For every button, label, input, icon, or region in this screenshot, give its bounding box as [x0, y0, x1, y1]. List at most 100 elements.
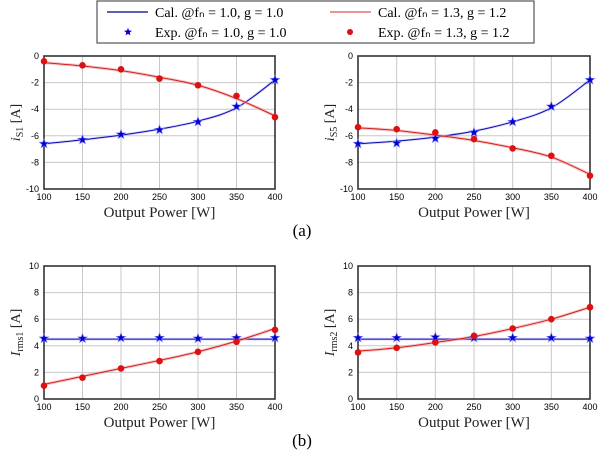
x-tick-label: 250 — [152, 402, 167, 412]
x-tick-label: 200 — [113, 402, 128, 412]
y-tick-label: -8 — [31, 157, 39, 167]
data-point-star — [269, 331, 281, 343]
chart-is5: 100 150 200 250 300 350 400 -10 -8 -6 -4 -2 0 Output … — [323, 51, 598, 221]
y-tick-label: 8 — [34, 288, 39, 298]
x-tick-label: 200 — [428, 402, 443, 412]
y-tick-label: -2 — [345, 78, 353, 88]
data-point-star — [391, 331, 403, 343]
chart-irms2: 100 150 200 250 300 350 400 0 2 4 6 8 10 Output Power… — [323, 261, 598, 431]
data-point-star — [115, 128, 127, 140]
data-point-star — [545, 100, 557, 112]
data-point-star — [468, 126, 480, 138]
star-marker-glyph — [124, 27, 132, 36]
data-point-star — [584, 74, 596, 85]
data-point-star — [584, 332, 596, 344]
x-axis-label: Output Power [W] — [104, 205, 216, 221]
data-point-dot — [117, 66, 125, 73]
data-point-star — [153, 331, 166, 343]
data-point-dot — [233, 92, 240, 100]
legend-label-exp-1: Exp. @fₙ = 1.0, g = 1.0 — [155, 26, 286, 41]
data-point-dot — [470, 332, 478, 340]
data-point-star — [76, 332, 89, 344]
data-point-star — [192, 332, 204, 344]
plot-area-frame — [357, 55, 591, 190]
data-point-star — [507, 115, 519, 127]
x-tick-label: 100 — [36, 192, 51, 202]
data-point-dot — [393, 125, 400, 133]
x-tick-label: 300 — [505, 192, 520, 202]
data-point-dot — [194, 81, 202, 89]
data-point-star — [38, 137, 50, 149]
data-point-dot — [548, 152, 555, 160]
x-tick-label: 250 — [466, 402, 481, 412]
y-tick-label: -10 — [26, 184, 39, 194]
data-point-dot — [354, 123, 362, 131]
y-tick-label: -2 — [31, 78, 39, 88]
data-point-dot — [509, 145, 516, 152]
plot-area-frame — [43, 55, 276, 190]
y-tick-label: -4 — [345, 104, 353, 114]
x-tick-label: 400 — [267, 402, 282, 412]
data-point-dot — [79, 374, 86, 382]
legend-box — [96, 0, 535, 44]
data-point-star — [352, 331, 364, 343]
data-point-dot — [271, 113, 279, 121]
x-tick-label: 100 — [350, 192, 365, 202]
data-point-dot — [470, 135, 478, 143]
data-point-dot — [40, 58, 48, 65]
y-tick-label: 8 — [348, 288, 353, 298]
y-tick-label: -10 — [340, 184, 353, 194]
data-point-dot — [117, 365, 125, 372]
data-point-star — [153, 123, 166, 135]
data-point-dot — [548, 315, 555, 323]
y-tick-label: 10 — [29, 261, 39, 271]
data-point-star — [429, 132, 441, 144]
x-tick-label: 400 — [267, 192, 282, 202]
x-tick-label: 350 — [544, 192, 559, 202]
y-tick-label: -4 — [31, 104, 39, 114]
x-tick-label: 150 — [389, 192, 404, 202]
data-point-star — [192, 115, 204, 127]
x-tick-label: 300 — [505, 402, 520, 412]
y-tick-label: -6 — [345, 131, 353, 141]
legend: Cal. @fₙ = 1.0, g = 1.0 Cal. @fₙ = 1.3, … — [96, 0, 535, 44]
x-tick-label: 400 — [582, 192, 597, 202]
x-tick-label: 300 — [190, 402, 205, 412]
data-point-dot — [509, 325, 516, 332]
data-point-dot — [586, 172, 594, 179]
x-tick-label: 200 — [428, 192, 443, 202]
data-point-dot — [156, 357, 163, 365]
data-point-dot — [79, 62, 86, 69]
x-tick-label: 350 — [229, 402, 244, 412]
legend-label-exp-2: Exp. @fₙ = 1.3, g = 1.2 — [378, 26, 509, 41]
x-tick-label: 250 — [466, 192, 481, 202]
data-point-dot — [432, 339, 439, 346]
legend-star-marker — [124, 27, 132, 36]
data-point-dot — [393, 344, 400, 352]
x-tick-label: 250 — [152, 192, 167, 202]
x-tick-label: 100 — [36, 402, 51, 412]
panel-label-a: (a) — [293, 221, 312, 240]
y-axis-label: Irms1 [A] — [9, 309, 26, 358]
y-tick-label: 0 — [348, 51, 353, 61]
x-axis-label: Output Power [W] — [418, 415, 530, 431]
y-tick-label: -8 — [345, 157, 353, 167]
x-axis-label: Output Power [W] — [418, 205, 530, 221]
x-tick-label: 300 — [190, 192, 205, 202]
data-point-star — [230, 100, 243, 112]
y-tick-label: 0 — [34, 394, 39, 404]
panel-label-b: (b) — [292, 431, 312, 450]
x-tick-label: 350 — [544, 402, 559, 412]
chart-irms1: 100 150 200 250 300 350 400 0 2 4 6 8 10 Output Power… — [9, 261, 283, 431]
legend-label-cal-1: Cal. @fₙ = 1.0, g = 1.0 — [155, 6, 283, 21]
y-tick-label: 6 — [348, 314, 353, 324]
data-point-dot — [156, 75, 163, 82]
x-tick-label: 150 — [75, 192, 90, 202]
data-point-dot — [271, 326, 279, 334]
y-tick-label: 2 — [34, 367, 39, 377]
x-tick-label: 350 — [229, 192, 244, 202]
x-tick-label: 200 — [113, 192, 128, 202]
data-point-dot — [586, 303, 594, 311]
data-point-star — [76, 133, 89, 145]
